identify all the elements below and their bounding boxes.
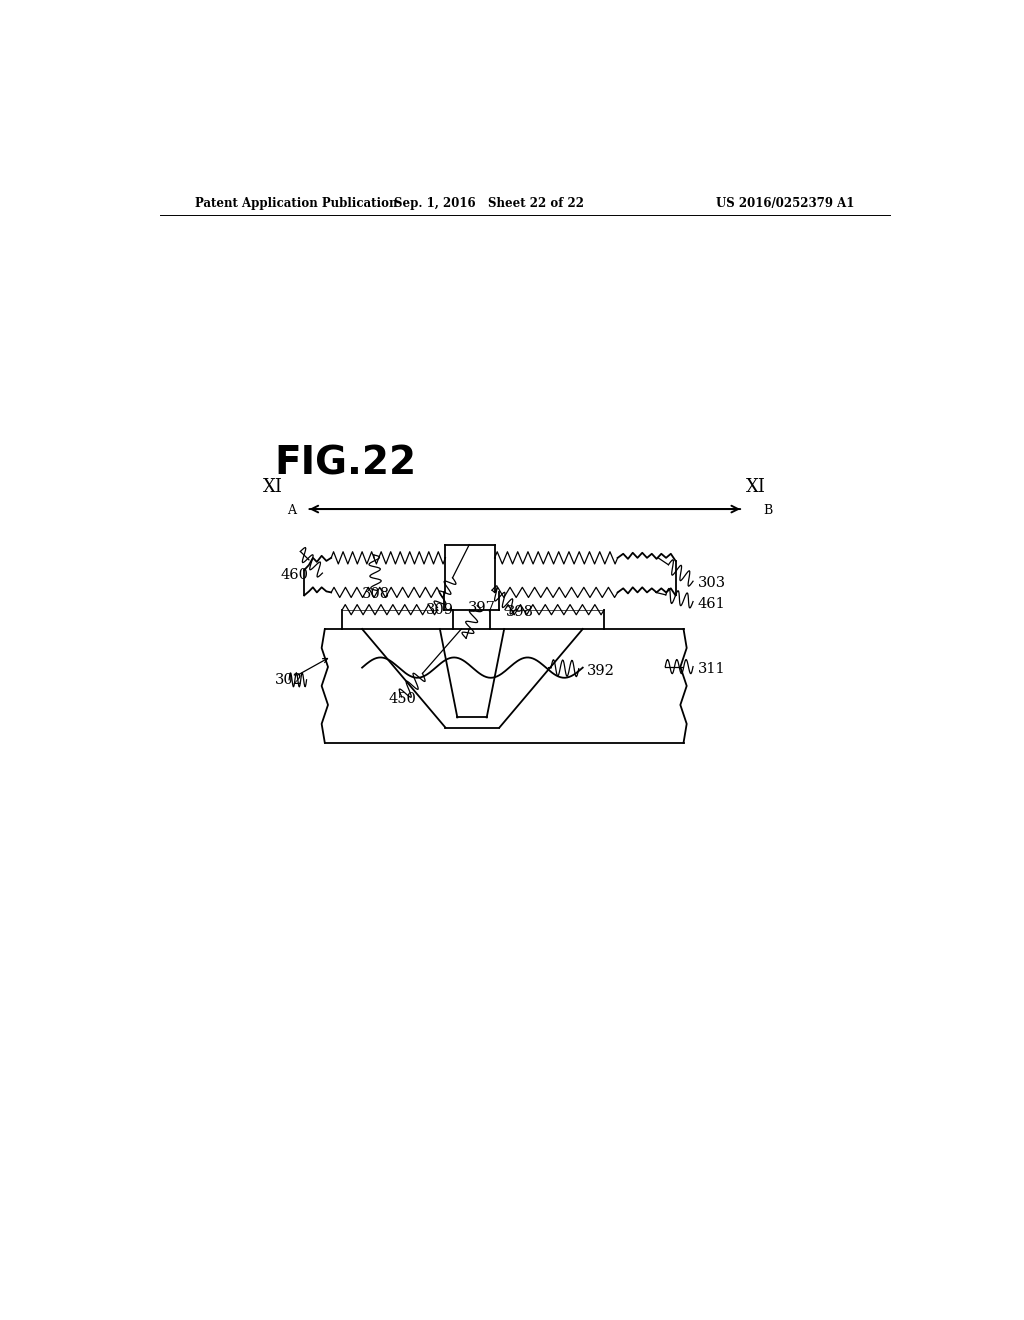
Text: XI: XI [745, 478, 765, 496]
Text: Sep. 1, 2016   Sheet 22 of 22: Sep. 1, 2016 Sheet 22 of 22 [394, 197, 584, 210]
Text: 303: 303 [697, 577, 726, 590]
Text: 392: 392 [587, 664, 614, 677]
Text: 450: 450 [388, 692, 416, 706]
Text: 302: 302 [274, 673, 303, 686]
Text: FIG.22: FIG.22 [274, 445, 417, 482]
Text: A: A [287, 504, 296, 517]
Text: US 2016/0252379 A1: US 2016/0252379 A1 [716, 197, 854, 210]
Text: 397: 397 [468, 601, 496, 615]
Text: 461: 461 [697, 597, 726, 611]
Text: B: B [764, 504, 773, 517]
Text: 460: 460 [281, 568, 308, 582]
Text: 309: 309 [426, 603, 454, 616]
Text: 311: 311 [697, 661, 725, 676]
Text: Patent Application Publication: Patent Application Publication [196, 197, 398, 210]
Text: 398: 398 [506, 605, 534, 619]
Text: 308: 308 [362, 587, 390, 602]
Text: XI: XI [263, 478, 283, 496]
